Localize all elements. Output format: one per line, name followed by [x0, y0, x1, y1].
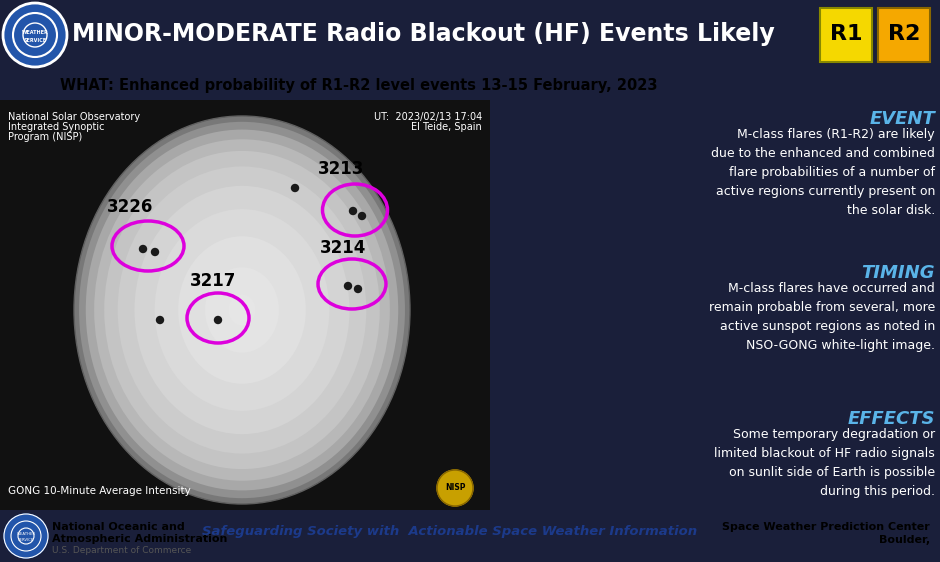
Text: 3217: 3217 — [190, 272, 236, 290]
Text: El Teide, Spain: El Teide, Spain — [412, 122, 482, 132]
Text: Some temporary degradation or
limited blackout of HF radio signals
on sunlit sid: Some temporary degradation or limited bl… — [714, 428, 935, 498]
Circle shape — [139, 246, 147, 252]
Text: National Solar Observatory: National Solar Observatory — [8, 112, 140, 122]
Ellipse shape — [86, 130, 399, 491]
Text: NISP: NISP — [445, 483, 465, 492]
Text: Safeguarding Society with  Actionable Space Weather Information: Safeguarding Society with Actionable Spa… — [202, 525, 697, 538]
Text: M-class flares (R1-R2) are likely
due to the enhanced and combined
flare probabi: M-class flares (R1-R2) are likely due to… — [712, 128, 935, 217]
Text: TIMING: TIMING — [861, 264, 935, 282]
Circle shape — [344, 283, 352, 289]
Text: Integrated Synoptic: Integrated Synoptic — [8, 122, 104, 132]
Circle shape — [437, 470, 473, 506]
Ellipse shape — [74, 116, 410, 504]
Text: 3213: 3213 — [318, 160, 365, 178]
Circle shape — [4, 514, 48, 558]
FancyBboxPatch shape — [878, 8, 930, 62]
Ellipse shape — [94, 139, 390, 481]
Text: Space Weather Prediction Center: Space Weather Prediction Center — [722, 522, 930, 532]
Text: Boulder,: Boulder, — [879, 535, 930, 545]
Ellipse shape — [118, 166, 367, 454]
Text: R2: R2 — [887, 24, 920, 44]
Text: WHAT: Enhanced probability of R1-R2 level events 13-15 February, 2023: WHAT: Enhanced probability of R1-R2 leve… — [60, 78, 657, 93]
Circle shape — [156, 316, 164, 324]
Text: WEATHER: WEATHER — [22, 29, 48, 34]
Text: R1: R1 — [830, 24, 862, 44]
FancyBboxPatch shape — [820, 8, 872, 62]
Text: Program (NISP): Program (NISP) — [8, 132, 83, 142]
Text: EFFECTS: EFFECTS — [848, 410, 935, 428]
Circle shape — [214, 316, 222, 324]
Text: National Oceanic and: National Oceanic and — [52, 522, 185, 532]
Text: SERVICE: SERVICE — [24, 38, 47, 43]
Ellipse shape — [228, 294, 256, 325]
Text: EVENT: EVENT — [870, 110, 935, 128]
Ellipse shape — [104, 151, 380, 469]
Text: MINOR-MODERATE Radio Blackout (HF) Events Likely: MINOR-MODERATE Radio Blackout (HF) Event… — [72, 22, 775, 46]
Circle shape — [291, 184, 299, 192]
Text: 3226: 3226 — [107, 198, 153, 216]
Ellipse shape — [155, 209, 329, 411]
Circle shape — [151, 248, 159, 256]
Text: SERVICE: SERVICE — [18, 538, 34, 542]
Text: U.S. Department of Commerce: U.S. Department of Commerce — [52, 546, 191, 555]
Text: WEATHER: WEATHER — [16, 532, 36, 536]
Text: GONG 10-Minute Average Intensity: GONG 10-Minute Average Intensity — [8, 486, 191, 496]
Text: 3214: 3214 — [320, 239, 367, 257]
Circle shape — [350, 207, 356, 215]
Text: Atmospheric Administration: Atmospheric Administration — [52, 534, 227, 544]
Circle shape — [354, 285, 362, 292]
Ellipse shape — [79, 122, 405, 498]
Ellipse shape — [179, 236, 306, 384]
Text: M-class flares have occurred and
remain probable from several, more
active sunsp: M-class flares have occurred and remain … — [709, 282, 935, 352]
Ellipse shape — [134, 186, 350, 434]
Text: UT:  2023/02/13 17:04: UT: 2023/02/13 17:04 — [374, 112, 482, 122]
Circle shape — [3, 3, 67, 67]
Circle shape — [358, 212, 366, 220]
Ellipse shape — [205, 268, 279, 353]
